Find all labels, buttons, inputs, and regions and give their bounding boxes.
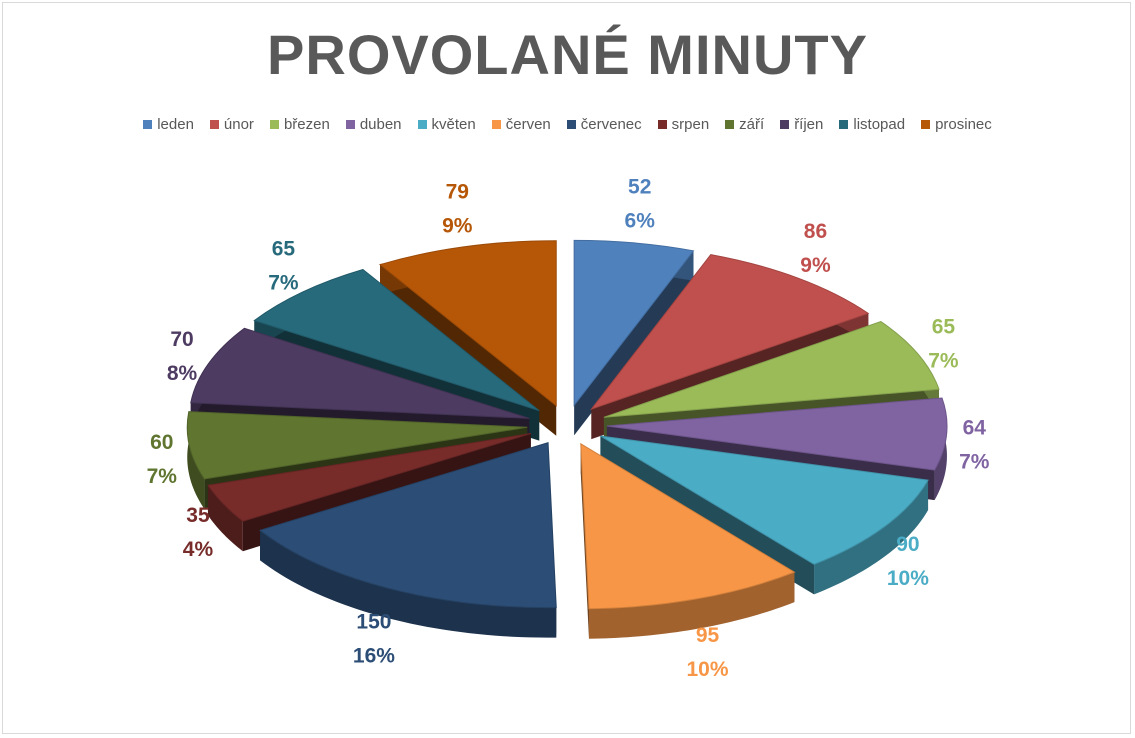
legend-swatch bbox=[143, 120, 153, 129]
data-label-percent: 10% bbox=[686, 658, 728, 681]
legend-label: říjen bbox=[794, 116, 824, 133]
legend-swatch bbox=[725, 120, 735, 129]
data-label-percent: 7% bbox=[268, 272, 299, 295]
data-label-value: 65 bbox=[272, 238, 296, 261]
data-label-value: 52 bbox=[628, 176, 651, 199]
legend-item: říjen bbox=[780, 116, 823, 133]
legend-label: duben bbox=[359, 116, 402, 133]
data-label-percent: 4% bbox=[183, 538, 214, 561]
pie-slice-červenec bbox=[258, 441, 557, 638]
data-label-percent: 7% bbox=[928, 349, 959, 372]
data-label-value: 95 bbox=[696, 624, 720, 647]
legend-label: červenec bbox=[580, 116, 642, 133]
legend-item: duben bbox=[345, 116, 402, 133]
legend-label: březen bbox=[283, 116, 330, 133]
data-label-percent: 8% bbox=[167, 362, 198, 385]
data-label-value: 150 bbox=[356, 610, 391, 633]
legend-label: prosinec bbox=[935, 116, 992, 133]
data-label-value: 90 bbox=[896, 533, 919, 556]
data-label-percent: 16% bbox=[353, 644, 395, 667]
data-label-percent: 9% bbox=[442, 215, 473, 238]
legend-item: březen bbox=[269, 116, 330, 133]
legend-swatch bbox=[417, 120, 427, 129]
data-label-value: 79 bbox=[446, 181, 469, 204]
data-label-value: 70 bbox=[170, 328, 193, 351]
legend-swatch bbox=[209, 120, 219, 129]
data-label-percent: 6% bbox=[625, 210, 656, 233]
data-label-value: 65 bbox=[932, 315, 956, 338]
legend-label: srpen bbox=[671, 116, 710, 133]
data-label-percent: 7% bbox=[147, 465, 178, 488]
legend-item: prosinec bbox=[921, 116, 992, 133]
legend-item: květen bbox=[417, 116, 476, 133]
data-label-value: 60 bbox=[150, 431, 173, 454]
data-label-percent: 10% bbox=[887, 567, 929, 590]
chart-title: PROVOLANÉ MINUTY bbox=[267, 23, 868, 86]
pie-slice-leden bbox=[573, 239, 695, 436]
legend-label: září bbox=[739, 116, 765, 133]
legend-label: červen bbox=[505, 116, 551, 133]
legend-swatch bbox=[345, 120, 355, 129]
data-label-percent: 9% bbox=[800, 254, 831, 277]
data-label-value: 35 bbox=[186, 504, 210, 527]
data-label-value: 64 bbox=[963, 417, 987, 440]
legend-item: listopad bbox=[839, 116, 905, 133]
data-label-percent: 7% bbox=[959, 451, 990, 474]
data-label-value: 86 bbox=[804, 220, 827, 243]
pie-slice-květen bbox=[600, 435, 929, 595]
legend-label: listopad bbox=[853, 116, 906, 133]
legend-swatch bbox=[566, 120, 576, 129]
legend-item: červenec bbox=[566, 116, 642, 133]
legend-swatch bbox=[269, 120, 279, 129]
legend-item: červen bbox=[491, 116, 551, 133]
legend-swatch bbox=[657, 120, 667, 129]
chart-legend: leden únor březen duben květen červen červenec… bbox=[0, 116, 1135, 133]
legend-item: září bbox=[725, 116, 764, 133]
legend-swatch bbox=[491, 120, 501, 129]
legend-label: leden bbox=[157, 116, 194, 133]
pie-slice-červen bbox=[580, 442, 796, 639]
legend-swatch bbox=[780, 120, 790, 129]
legend-label: únor bbox=[223, 116, 254, 133]
legend-item: únor bbox=[209, 116, 254, 133]
legend-item: leden bbox=[143, 116, 194, 133]
legend-swatch bbox=[839, 120, 849, 129]
pie-slice-prosinec bbox=[378, 240, 557, 436]
legend-label: květen bbox=[431, 116, 476, 133]
legend-swatch bbox=[921, 120, 931, 129]
legend-item: srpen bbox=[657, 116, 710, 133]
